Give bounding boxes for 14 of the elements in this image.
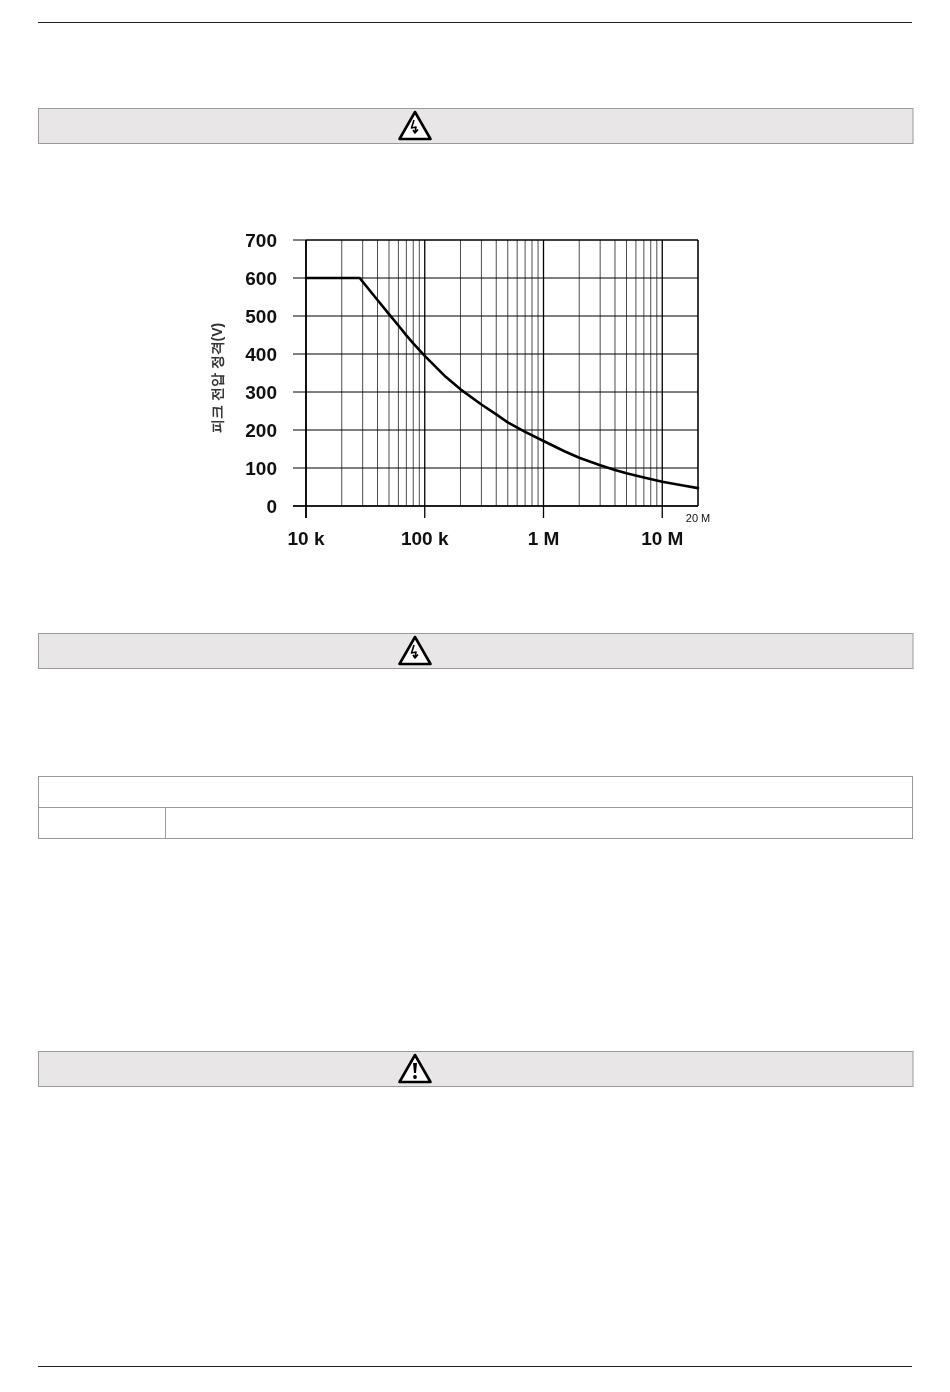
y-tick-label: 700 bbox=[245, 229, 277, 251]
y-tick-label: 0 bbox=[266, 495, 277, 517]
x-tick-label: 1 M bbox=[527, 528, 560, 549]
y-tick-label: 200 bbox=[245, 419, 277, 441]
x-tick-label: 10 k bbox=[287, 528, 325, 549]
x-tick-label: 100 k bbox=[400, 528, 449, 549]
y-tick-label: 300 bbox=[245, 381, 277, 403]
y-axis-title: 피크 전압 정격(V) bbox=[209, 322, 225, 434]
x-tick-label: 10 M bbox=[641, 528, 684, 549]
y-tick-label: 400 bbox=[245, 343, 277, 365]
y-tick-label: 500 bbox=[245, 305, 277, 327]
y-tick-label: 100 bbox=[245, 457, 277, 479]
y-tick-label: 600 bbox=[245, 267, 277, 289]
text: 20 M bbox=[685, 512, 711, 524]
